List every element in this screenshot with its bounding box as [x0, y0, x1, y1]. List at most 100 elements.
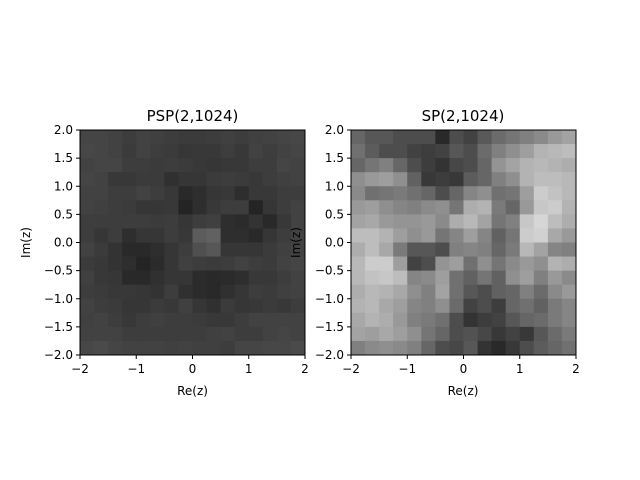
heatmap-cell [463, 228, 478, 243]
heatmap-cell [435, 242, 450, 257]
heatmap-cell [220, 200, 236, 215]
y-tick-label: 0.5 [54, 207, 73, 221]
heatmap-cell [290, 340, 306, 356]
heatmap-cell [262, 298, 278, 314]
heatmap-cell [533, 312, 549, 328]
heatmap-cell [491, 312, 507, 328]
heatmap-cell [290, 172, 306, 187]
y-axis-label: Im(z) [19, 227, 33, 258]
heatmap-cell [533, 270, 549, 286]
heatmap-cell [262, 214, 278, 229]
heatmap-cell [477, 158, 493, 173]
heatmap-cell [248, 144, 264, 159]
heatmap-cell [491, 130, 507, 145]
heatmap-cell [80, 200, 95, 215]
heatmap-cell [150, 298, 165, 314]
heatmap-cell [421, 326, 436, 342]
heatmap-cell [435, 298, 450, 314]
heatmap-cell [491, 172, 507, 187]
heatmap-cell [276, 214, 292, 229]
heatmap-cell [276, 312, 292, 328]
heatmap-cell [122, 284, 137, 300]
x-tick-label: −1 [398, 362, 416, 376]
heatmap-cell [80, 214, 95, 229]
heatmap-cell [136, 256, 151, 272]
heatmap-cell [491, 158, 507, 173]
heatmap-cell [505, 172, 521, 187]
heatmap-cell [421, 144, 436, 159]
heatmap-cell [276, 186, 292, 201]
heatmap-cell [290, 228, 306, 243]
y-tick-label: 0.0 [325, 236, 344, 250]
heatmap-cell [547, 228, 563, 243]
heatmap-cell [80, 228, 95, 243]
heatmap-cell [449, 214, 464, 229]
heatmap-cell [80, 130, 95, 145]
heatmap-cell [351, 298, 366, 314]
heatmap-cell [122, 340, 137, 356]
heatmap-cell [290, 242, 306, 257]
heatmap-cell [421, 270, 436, 286]
heatmap-cell [276, 298, 292, 314]
heatmap-cell [164, 186, 179, 201]
heatmap-cell [94, 284, 109, 300]
heatmap-cell [248, 312, 264, 328]
heatmap-cell [533, 172, 549, 187]
heatmap-cell [206, 256, 222, 272]
heatmap-cell [80, 284, 95, 300]
heatmap-cell [365, 228, 380, 243]
heatmap-cell [220, 298, 236, 314]
heatmap-cell [290, 200, 306, 215]
heatmap-cell [365, 242, 380, 257]
heatmap-cell [561, 326, 577, 342]
heatmap-cell [561, 144, 577, 159]
heatmap-cell [276, 326, 292, 342]
heatmap-cell [248, 298, 264, 314]
y-tick-label: −1.5 [44, 320, 73, 334]
heatmap-cell [505, 242, 521, 257]
heatmap-cell [519, 340, 535, 356]
heatmap-cells [80, 130, 306, 356]
heatmap-cell [178, 228, 193, 243]
heatmap-cell [220, 242, 236, 257]
heatmap-cell [547, 340, 563, 356]
heatmap-cell [435, 256, 450, 272]
heatmap-cell [150, 270, 165, 286]
heatmap-cell [351, 284, 366, 300]
heatmap-cell [533, 256, 549, 272]
heatmap-cell [150, 186, 165, 201]
heatmap-cell [192, 270, 207, 286]
x-tick-label: 1 [245, 362, 253, 376]
heatmap-cell [150, 172, 165, 187]
heatmap-cell [365, 256, 380, 272]
y-tick-label: −0.5 [44, 264, 73, 278]
heatmap-cell [351, 270, 366, 286]
heatmap-cell [351, 144, 366, 159]
heatmap-cell [477, 312, 493, 328]
heatmap-cell [365, 270, 380, 286]
heatmap-cell [248, 228, 264, 243]
heatmap-cell [192, 340, 207, 356]
heatmap-cell [206, 214, 222, 229]
heatmap-cell [435, 340, 450, 356]
heatmap-cell [262, 158, 278, 173]
heatmap-cell [561, 130, 577, 145]
heatmap-cell [290, 284, 306, 300]
heatmap-cell [519, 326, 535, 342]
heatmap-cell [220, 326, 236, 342]
heatmap-cell [449, 228, 464, 243]
y-tick-label: −1.5 [315, 320, 344, 334]
heatmap-cell [276, 158, 292, 173]
heatmap-cell [547, 144, 563, 159]
heatmap-cell [379, 214, 394, 229]
heatmap-cell [519, 228, 535, 243]
heatmap-cell [407, 214, 422, 229]
heatmap-cell [547, 158, 563, 173]
heatmap-cell [178, 312, 193, 328]
heatmap-cell [505, 340, 521, 356]
heatmap-cell [505, 130, 521, 145]
heatmap-cell [463, 214, 478, 229]
heatmap-cell [206, 340, 222, 356]
heatmap-cell [407, 200, 422, 215]
heatmap-cell [108, 214, 123, 229]
